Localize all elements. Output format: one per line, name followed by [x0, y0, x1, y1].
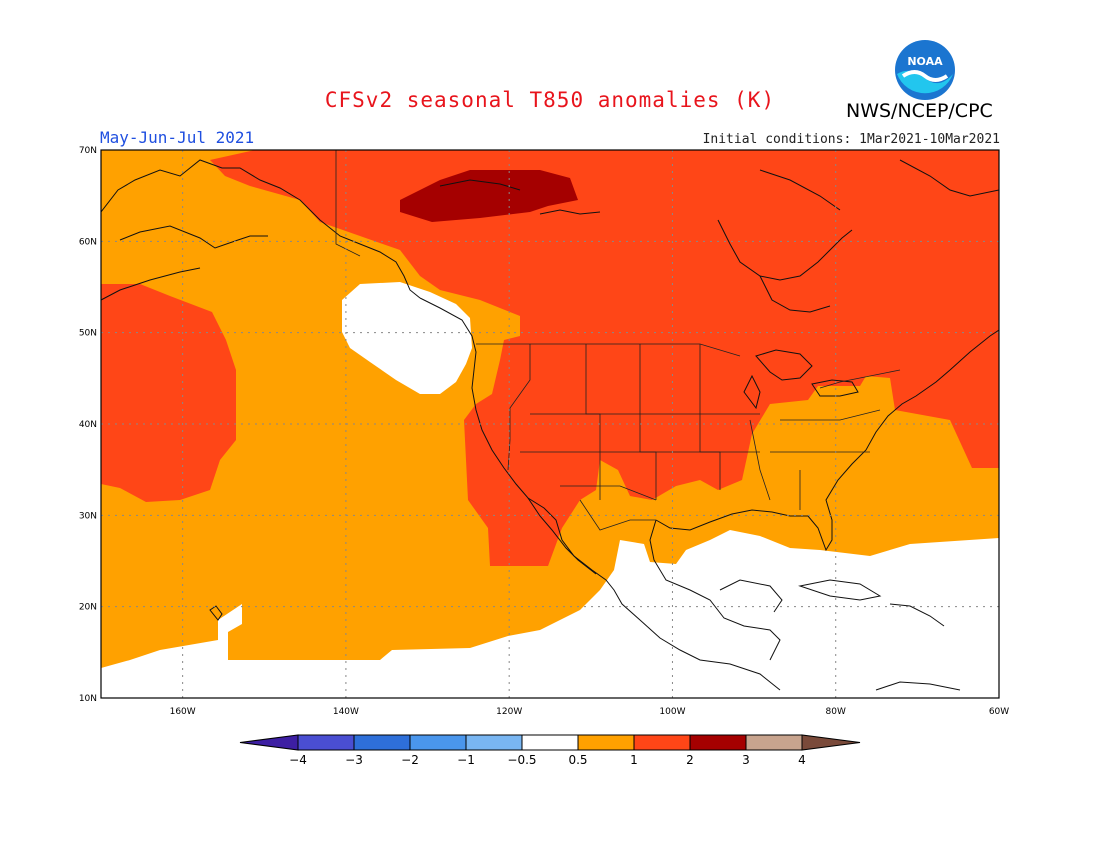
- colorbar-label: 4: [798, 753, 806, 767]
- lon-label: 100W: [659, 707, 685, 717]
- gridlines: [101, 150, 999, 698]
- colorbar-label: 3: [742, 753, 750, 767]
- colorbar: [239, 734, 861, 751]
- initial-conditions: Initial conditions: 1Mar2021-10Mar2021: [702, 132, 1000, 147]
- colorbar-label: −1: [457, 753, 475, 767]
- noaa-logo: NOAA: [895, 40, 955, 100]
- colorbar-label: −0.5: [507, 753, 536, 767]
- agency-label: NWS/NCEP/CPC: [846, 100, 993, 122]
- colorbar-segment: [465, 734, 523, 751]
- lon-label: 80W: [826, 707, 846, 717]
- lon-label: 60W: [989, 707, 1009, 717]
- colorbar-segment: [409, 734, 467, 751]
- colorbar-min-arrow: [239, 734, 299, 751]
- colorbar-segment: [297, 734, 355, 751]
- map-frame: [100, 149, 1000, 699]
- lat-label: 40N: [79, 420, 97, 430]
- forecast-period: May-Jun-Jul 2021: [100, 128, 255, 147]
- lat-label: 20N: [79, 603, 97, 613]
- coastlines: [101, 159, 999, 691]
- colorbar-labels: −4 −3 −2 −1 −0.5 0.5 1 2 3 4: [289, 753, 806, 767]
- colorbar-label: 1: [630, 753, 638, 767]
- colorbar-segment: [577, 734, 635, 751]
- lon-label: 160W: [170, 707, 196, 717]
- colorbar-max-arrow: [801, 734, 861, 751]
- colorbar-label: −4: [289, 753, 307, 767]
- axis-labels: 70N 60N 50N 40N 30N 20N 10N 160W 140W 120W 100W 80W…: [79, 146, 1009, 717]
- colorbar-segment: [633, 734, 691, 751]
- colorbar-segment: [689, 734, 747, 751]
- chart-title: CFSv2 seasonal T850 anomalies (K): [324, 88, 776, 112]
- lat-label: 30N: [79, 511, 97, 521]
- lat-label: 10N: [79, 694, 97, 704]
- colorbar-segment: [745, 734, 803, 751]
- lon-label: 140W: [333, 707, 359, 717]
- lat-label: 70N: [79, 146, 97, 156]
- borders: [335, 150, 901, 531]
- lat-label: 50N: [79, 329, 97, 339]
- colorbar-segment: [353, 734, 411, 751]
- colorbar-label: −2: [401, 753, 419, 767]
- noaa-logo-text: NOAA: [907, 55, 943, 68]
- colorbar-label: −3: [345, 753, 363, 767]
- colorbar-segment: [521, 734, 579, 751]
- colorbar-label: 2: [686, 753, 694, 767]
- lat-label: 60N: [79, 237, 97, 247]
- lon-label: 120W: [496, 707, 522, 717]
- colorbar-label: 0.5: [568, 753, 587, 767]
